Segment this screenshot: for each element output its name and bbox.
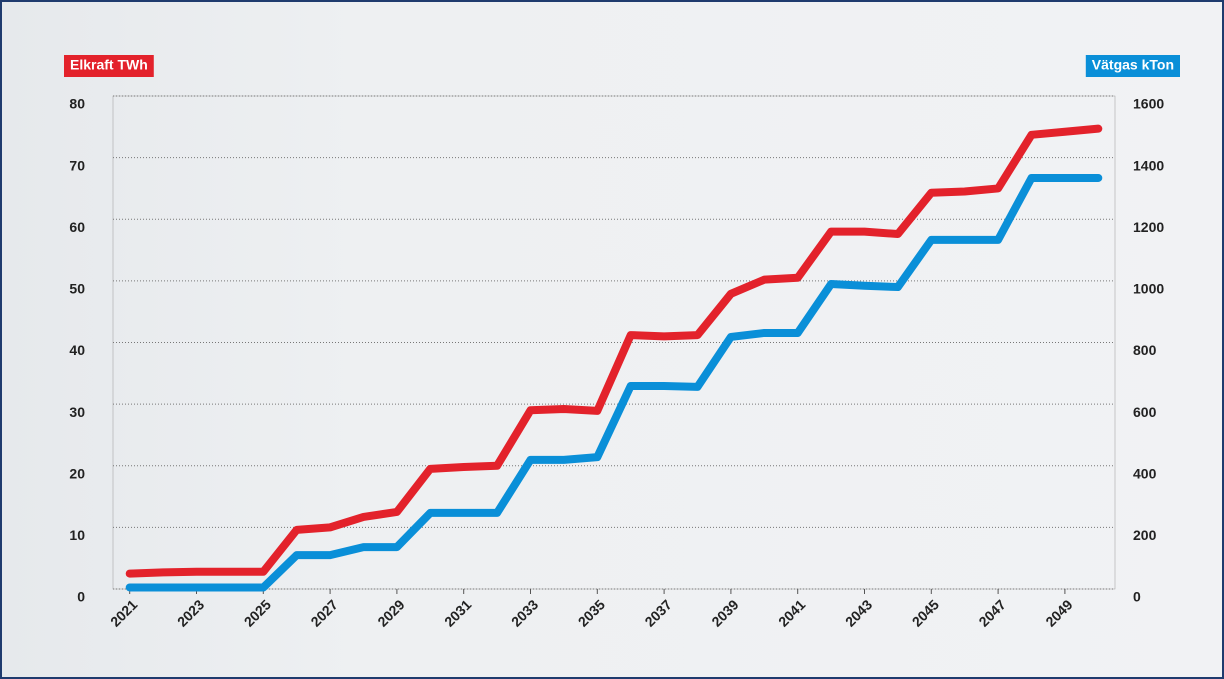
y2-tick-label: 600: [1133, 404, 1157, 420]
x-tick-label: 2031: [441, 596, 474, 629]
y2-tick-label: 1400: [1133, 157, 1164, 173]
y-tick-label: 0: [77, 589, 85, 605]
x-tick-label: 2045: [909, 596, 942, 629]
y2-tick-label: 400: [1133, 465, 1157, 481]
y-tick-label: 80: [69, 96, 85, 112]
legend-badge: [1085, 55, 1180, 77]
x-tick-label: 2039: [708, 596, 741, 629]
legend-label: Vätgas kTon: [1092, 57, 1174, 73]
x-tick-label: 2047: [975, 596, 1008, 629]
x-tick-label: 2033: [508, 596, 541, 629]
y2-tick-label: 0: [1133, 589, 1141, 605]
y2-tick-label: 200: [1133, 527, 1157, 543]
y-tick-label: 30: [69, 404, 85, 420]
data-line: [125, 173, 1103, 592]
y-tick-label: 10: [69, 527, 85, 543]
x-tick-label: 2041: [775, 596, 808, 629]
data-line: [125, 124, 1103, 578]
x-tick-label: 2043: [842, 596, 875, 629]
y2-tick-label: 1000: [1133, 281, 1164, 297]
x-tick-label: 2025: [241, 596, 274, 629]
x-tick-label: 2035: [575, 596, 608, 629]
y2-tick-label: 1600: [1133, 96, 1164, 112]
y-tick-label: 60: [69, 219, 85, 235]
y-tick-label: 70: [69, 157, 85, 173]
y2-tick-label: 1200: [1133, 219, 1164, 235]
x-tick-label: 2037: [641, 596, 674, 629]
x-tick-label: 2027: [307, 596, 340, 629]
y-tick-label: 20: [69, 465, 85, 481]
y-tick-label: 40: [69, 342, 85, 358]
y2-tick-label: 800: [1133, 342, 1157, 358]
x-tick-label: 2023: [174, 596, 207, 629]
legend-label: Elkraft TWh: [70, 57, 148, 73]
y-tick-label: 50: [69, 281, 85, 297]
x-tick-label: 2029: [374, 596, 407, 629]
x-tick-label: 2049: [1042, 596, 1075, 629]
legend-badge: [64, 55, 154, 77]
x-tick-label: 2021: [107, 596, 140, 629]
